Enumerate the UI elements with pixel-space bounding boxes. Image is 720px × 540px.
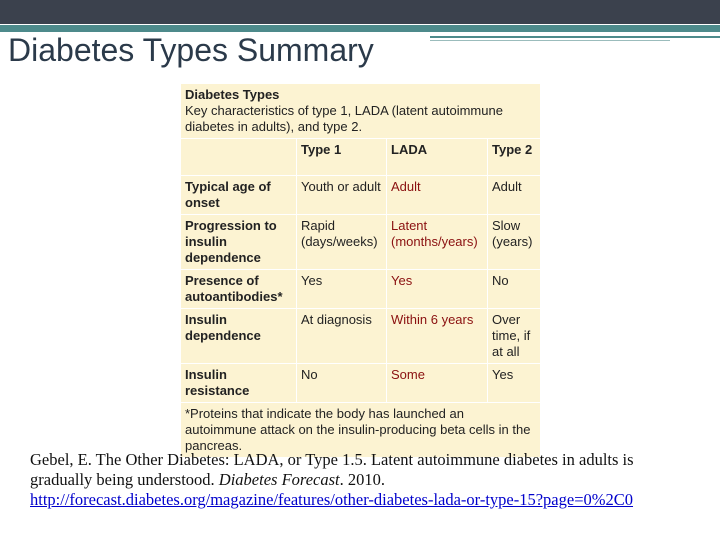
table-row: Insulin dependence At diagnosis Within 6 y… [180, 308, 542, 364]
summary-table: Diabetes Types Key characteristics of typ… [179, 83, 542, 458]
row-label: Progression to insulin dependence [180, 214, 297, 270]
table-cell: No [296, 363, 387, 403]
header-row: Type 1 LADA Type 2 [180, 138, 542, 176]
accent-line [430, 40, 670, 41]
table-cell: Over time, if at all [486, 308, 542, 364]
table-cell: Rapid (days/weeks) [296, 214, 387, 270]
row-label: Presence of autoantibodies* [180, 269, 297, 309]
caption-row: Diabetes Types Key characteristics of typ… [179, 83, 542, 139]
row-label: Insulin resistance [180, 363, 297, 403]
top-bar [0, 0, 720, 24]
table-row: Progression to insulin dependence Rapid (… [180, 214, 542, 270]
slide-title: Diabetes Types Summary [8, 32, 374, 68]
caption-title: Diabetes Types [185, 87, 280, 102]
citation-year: . 2010. [339, 470, 385, 489]
accent-stripe [0, 25, 720, 32]
header-cell: Type 1 [296, 138, 387, 176]
footnote: *Proteins that indicate the body has lau… [179, 402, 542, 458]
citation-link[interactable]: http://forecast.diabetes.org/magazine/fe… [30, 490, 634, 509]
table-cell: Youth or adult [296, 175, 387, 215]
table-cell: Adult [486, 175, 542, 215]
row-label: Insulin dependence [180, 308, 297, 364]
table-cell: Yes [486, 363, 542, 403]
accent-line [430, 36, 720, 38]
citation: Gebel, E. The Other Diabetes: LADA, or T… [30, 450, 690, 510]
table-cell: Some [386, 363, 488, 403]
header-cell: Type 2 [486, 138, 542, 176]
table-cell: No [486, 269, 542, 309]
row-label: Typical age of onset [180, 175, 297, 215]
table-row: Presence of autoantibodies* Yes Yes No [180, 269, 542, 309]
table-row: Insulin resistance No Some Yes [180, 363, 542, 403]
table-cell: Within 6 years [386, 308, 488, 364]
citation-journal: Diabetes Forecast [218, 470, 340, 489]
table-cell: Latent (months/years) [386, 214, 488, 270]
caption-cell: Diabetes Types Key characteristics of typ… [179, 83, 542, 139]
table-cell: Yes [296, 269, 387, 309]
table-row: Typical age of onset Youth or adult Adult A… [180, 175, 542, 215]
table-cell: Slow (years) [486, 214, 542, 270]
table-cell: At diagnosis [296, 308, 387, 364]
caption-text: Key characteristics of type 1, LADA (lat… [185, 103, 503, 134]
table-cell: Adult [386, 175, 488, 215]
table-cell: Yes [386, 269, 488, 309]
header-cell [180, 138, 297, 176]
footnote-row: *Proteins that indicate the body has lau… [179, 402, 542, 458]
header-cell: LADA [386, 138, 488, 176]
citation-text: Gebel, E. The Other Diabetes: LADA, or T… [30, 450, 634, 489]
